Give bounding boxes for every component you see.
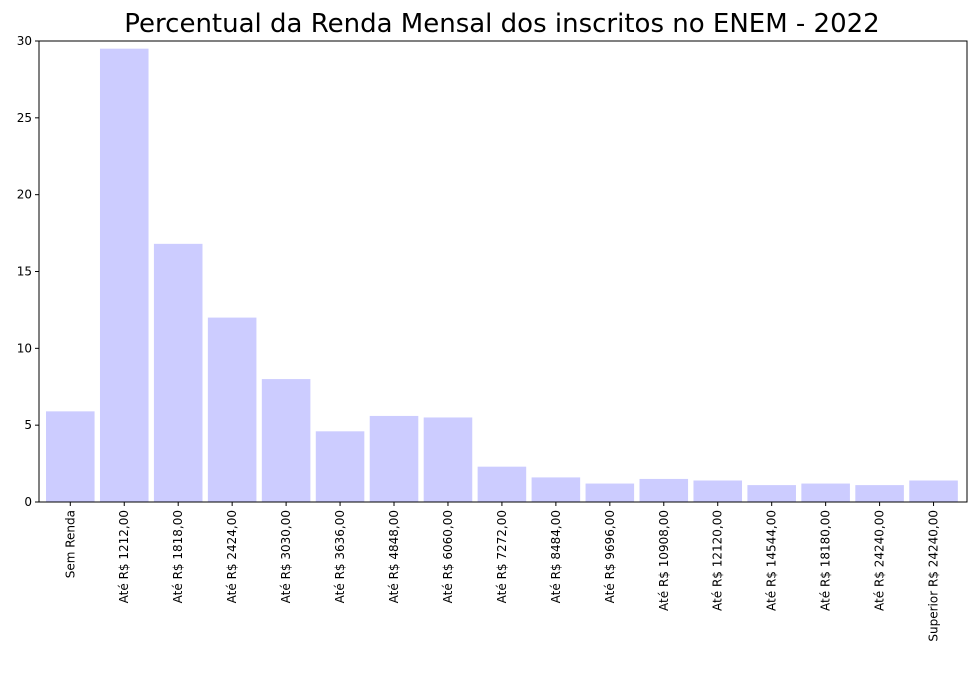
y-tick-label: 10	[17, 341, 32, 355]
bar-6	[369, 415, 419, 502]
bar-3	[207, 317, 257, 502]
y-tick-label: 20	[17, 188, 32, 202]
bar-13	[747, 485, 796, 502]
bar-11	[639, 478, 689, 502]
x-tick-label: Até R$ 1212,00	[117, 510, 131, 603]
x-tick-label: Até R$ 3030,00	[279, 510, 293, 603]
bar-7	[423, 417, 473, 502]
bar-5	[315, 431, 365, 502]
chart-title: Percentual da Renda Mensal dos inscritos…	[124, 9, 879, 39]
axes-layer: 0 5 10 15 20 25 30 Sem Renda Até R$ 1212,00 Até R…	[17, 34, 968, 642]
x-tick-label: Superior R$ 24240,00	[927, 510, 941, 642]
bars-layer	[46, 48, 958, 503]
x-tick-label: Até R$ 3636,00	[333, 510, 347, 603]
x-tick-label: Até R$ 2424,00	[225, 510, 239, 603]
bar-1	[99, 48, 149, 503]
x-tick-label: Até R$ 1818,00	[171, 510, 185, 603]
x-tick-label: Até R$ 4848,00	[387, 510, 401, 603]
x-tick-label: Até R$ 24240,00	[873, 510, 887, 611]
x-tick-label: Até R$ 14544,00	[765, 510, 779, 611]
bar-8	[477, 466, 527, 502]
y-tick-label: 30	[17, 34, 32, 48]
x-tick-label: Até R$ 6060,00	[441, 510, 455, 603]
bar-14	[801, 483, 850, 502]
y-tick-label: 25	[17, 111, 32, 125]
bar-4	[261, 379, 311, 502]
bar-9	[531, 477, 581, 502]
x-tick-label: Até R$ 18180,00	[819, 510, 833, 611]
bar-15	[855, 485, 904, 502]
bar-16	[909, 480, 958, 502]
bar-12	[693, 480, 743, 502]
x-tick-label: Sem Renda	[63, 510, 77, 578]
x-tick-label: Até R$ 7272,00	[495, 510, 509, 603]
bar-10	[585, 483, 635, 502]
bar-0	[46, 411, 95, 502]
y-tick-label: 5	[24, 418, 32, 432]
x-tick-label: Até R$ 9696,00	[603, 510, 617, 603]
bar-2	[153, 243, 203, 502]
y-tick-label: 15	[17, 265, 32, 279]
x-tick-label: Até R$ 8484,00	[549, 510, 563, 603]
y-tick-label: 0	[24, 495, 32, 509]
x-tick-label: Até R$ 12120,00	[711, 510, 725, 611]
x-tick-label: Até R$ 10908,00	[657, 510, 671, 611]
